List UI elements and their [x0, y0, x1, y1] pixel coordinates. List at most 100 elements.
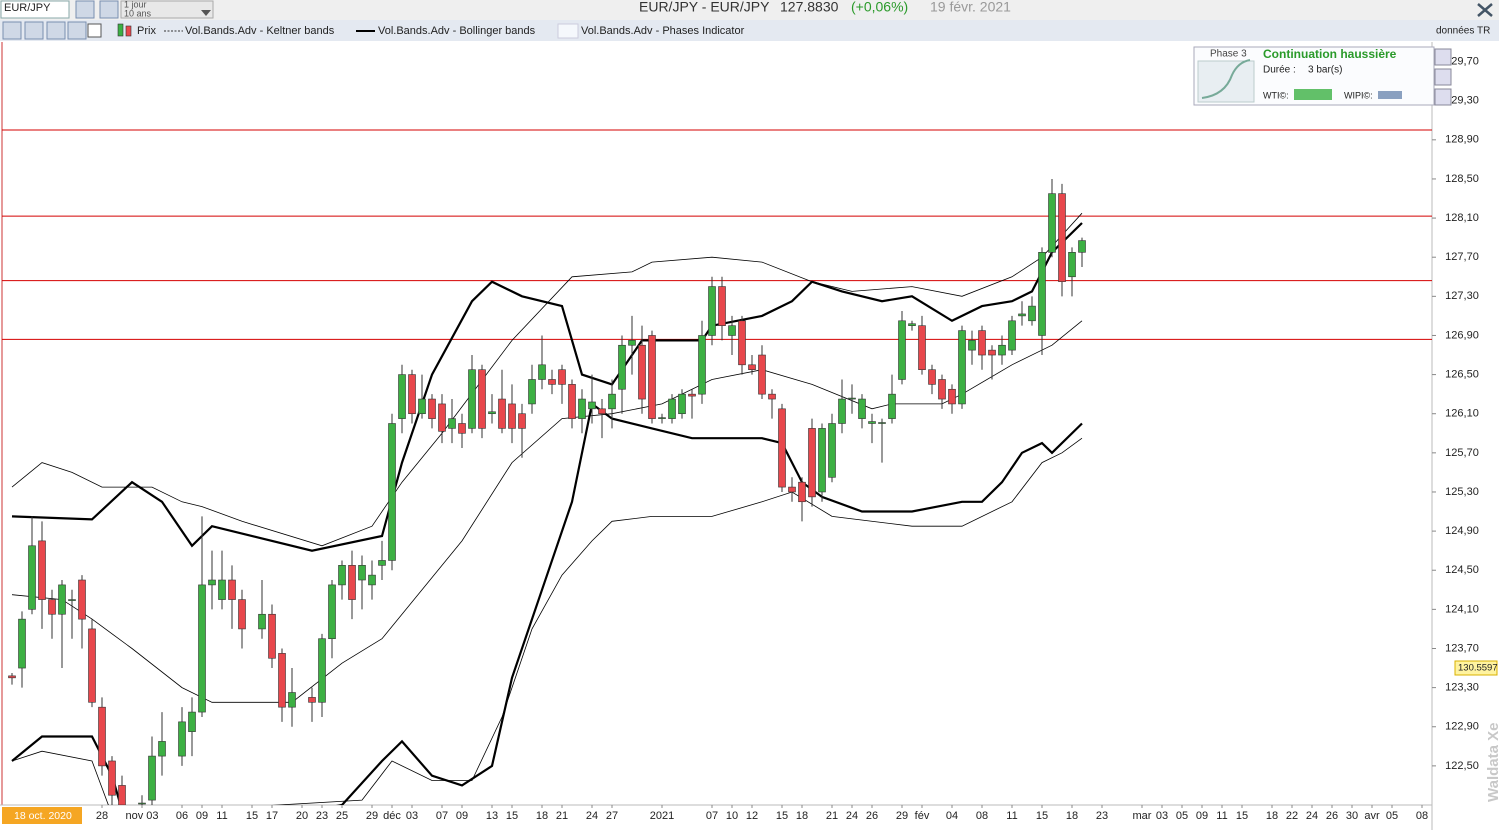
legend-label: Vol.Bands.Adv - Bollinger bands	[378, 25, 536, 37]
watermark: Waldata Xe	[1485, 723, 1499, 802]
x-tick-label: 18	[1266, 810, 1278, 822]
panel-button[interactable]	[1434, 48, 1452, 66]
candle-body	[828, 423, 836, 478]
x-tick-label: 24	[586, 810, 598, 822]
tool-button[interactable]	[46, 21, 66, 40]
candle-body	[478, 369, 486, 429]
candle-body	[678, 393, 686, 415]
dropdown-arrow	[201, 10, 211, 16]
candle-body	[1068, 252, 1076, 278]
candle-body	[328, 584, 336, 640]
legend-label: Vol.Bands.Adv - Keltner bands	[185, 25, 335, 37]
candle-body	[318, 638, 326, 703]
x-tick-label: 15	[506, 810, 518, 822]
candle-body	[418, 398, 426, 415]
candle-body	[208, 579, 216, 586]
calendar-button[interactable]	[75, 0, 95, 19]
candle-body	[938, 379, 946, 400]
candle-body	[578, 398, 586, 419]
x-tick-label: avr	[1364, 810, 1380, 822]
y-tick-label: 128,90	[1445, 134, 1479, 146]
tool-button[interactable]	[24, 21, 44, 40]
axes: 122,50 122,90 123,30 123,70 124,10 124,50 124,…	[96, 55, 1479, 821]
top-bar	[0, 0, 1499, 20]
wipi-label: WIPI©:	[1344, 90, 1373, 100]
period-button[interactable]	[99, 0, 119, 19]
candle-body	[218, 579, 226, 600]
x-tick-label: 13	[486, 810, 498, 822]
tool-button[interactable]	[67, 21, 87, 40]
candle-body	[188, 711, 196, 732]
candle-body	[728, 325, 736, 336]
candle-body	[888, 393, 896, 419]
legend-swatch	[125, 25, 132, 37]
tools-icon[interactable]	[1477, 3, 1493, 17]
change: (+0,06%)	[851, 0, 908, 15]
x-tick-label: 05	[1176, 810, 1188, 822]
x-tick-label: 08	[1416, 810, 1428, 822]
candle-body	[1058, 193, 1066, 282]
x-tick-label: 03	[406, 810, 418, 822]
candle-body	[488, 411, 496, 415]
candle-body	[438, 403, 446, 432]
candle-body	[1078, 240, 1086, 253]
candle-body	[978, 330, 986, 356]
candle-body	[98, 706, 106, 767]
candle-body	[998, 344, 1006, 356]
band-line	[11, 320, 1083, 703]
candle-body	[548, 379, 556, 385]
candle-body	[138, 802, 146, 805]
band-line	[11, 437, 1083, 805]
candle-body	[368, 574, 376, 586]
candle-body	[928, 369, 936, 385]
candle-body	[798, 481, 806, 503]
y-tick-label: 126,10	[1445, 408, 1479, 420]
candle-body	[1038, 252, 1046, 336]
phase-icon	[1197, 60, 1255, 103]
candle-body	[1008, 320, 1016, 351]
x-tick-label: 15	[1236, 810, 1248, 822]
candle-body	[148, 755, 156, 801]
duration: 3 bar(s)	[1308, 65, 1342, 76]
candle-body	[738, 320, 746, 366]
date: 19 févr. 2021	[930, 0, 1011, 15]
x-tick-label: 17	[266, 810, 278, 822]
x-tick-label: 09	[196, 810, 208, 822]
candle-body	[338, 565, 346, 586]
legend-swatch	[117, 23, 124, 37]
panel-button[interactable]	[1434, 88, 1452, 106]
candle-body	[758, 354, 766, 395]
title: EUR/JPY - EUR/JPY	[639, 0, 770, 15]
x-tick-label: 06	[176, 810, 188, 822]
price-tag-text: 130.5597	[1458, 663, 1498, 674]
x-tick-label: 30	[1346, 810, 1358, 822]
period-select[interactable]	[120, 0, 214, 19]
candle-body	[788, 486, 796, 493]
candle-body	[78, 579, 86, 620]
y-tick-label: 122,50	[1445, 760, 1479, 772]
candle-body	[88, 628, 96, 703]
candle-body	[498, 398, 506, 429]
symbol-input[interactable]	[0, 0, 70, 19]
tool-button[interactable]	[87, 23, 102, 38]
legend-label: Vol.Bands.Adv - Phases Indicator	[581, 25, 745, 37]
candle-body	[458, 423, 466, 434]
x-tick-label: 18	[536, 810, 548, 822]
panel-button[interactable]	[1434, 68, 1452, 86]
candle-body	[198, 584, 206, 713]
x-tick-label: nov 03	[125, 810, 158, 822]
candle-body	[848, 397, 856, 400]
y-tick-label: 123,30	[1445, 682, 1479, 694]
wti-label: WTI©:	[1263, 90, 1289, 100]
candle-body	[468, 369, 476, 429]
candle-body	[388, 423, 396, 561]
candle-body	[108, 760, 116, 796]
candle-body	[538, 364, 546, 380]
x-tick-label: 24	[846, 810, 858, 822]
tool-button[interactable]	[2, 21, 22, 40]
candle-body	[358, 565, 366, 581]
legend-swatch	[557, 23, 579, 39]
plot-area	[2, 129, 1432, 805]
candle-body	[48, 599, 56, 615]
candle-body	[558, 369, 566, 385]
